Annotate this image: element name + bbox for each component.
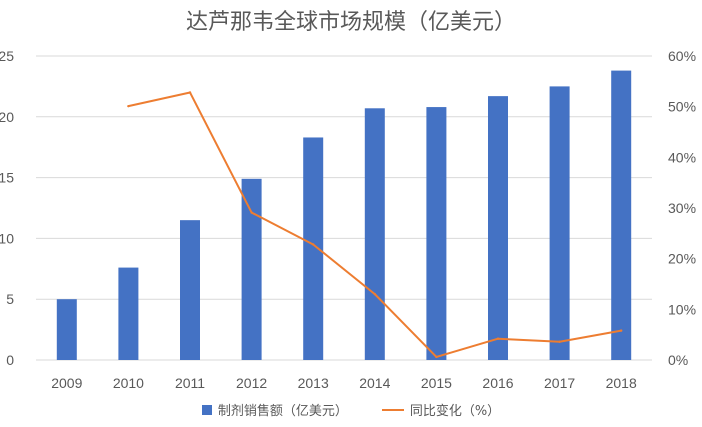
x-tick-label: 2009 [51,375,82,391]
line-point [127,104,130,108]
y-right-tick-label: 10% [668,301,696,317]
x-tick-label: 2016 [482,375,513,391]
y-left-tick-label: 10 [0,230,14,246]
line-point [435,355,438,359]
line-point [620,329,623,332]
bar [611,70,632,360]
bar [549,86,570,361]
bar [241,178,262,360]
bar [426,107,447,361]
y-right-tick-label: 20% [668,251,696,267]
y-right-tick-label: 50% [668,99,696,115]
legend-bar-label: 制剂销售额（亿美元） [217,404,348,419]
x-tick-label: 2012 [236,375,267,391]
x-tick-label: 2018 [606,375,637,391]
bar [364,108,385,361]
bar [303,137,324,360]
y-left-tick-label: 20 [0,109,14,125]
line-point [250,211,253,214]
y-right-tick-label: 40% [668,149,696,165]
y-left-tick-label: 25 [0,48,14,64]
y-right-tick-label: 0% [668,352,688,368]
y-left-tick-label: 5 [6,291,14,307]
line-point [373,292,376,296]
legend: 制剂销售额（亿美元） 同比变化（%） [0,400,702,419]
y-right-tick-label: 30% [668,200,696,216]
chart-title: 达芦那韦全球市场规模（亿美元） [185,10,516,35]
x-tick-label: 2017 [544,375,575,391]
y-left-tick-label: 0 [6,352,14,368]
x-tick-label: 2011 [175,375,205,391]
line-point [188,91,192,94]
line-point [496,337,500,340]
bar [488,96,508,361]
x-tick-label: 2014 [359,375,390,391]
line-point [312,243,315,246]
x-tick-label: 2015 [421,375,452,391]
y-left-tick-label: 15 [0,170,14,186]
legend-item-bar: 制剂销售额（亿美元） [201,400,348,419]
bar [56,299,77,360]
legend-bar-swatch [201,404,212,415]
legend-line-swatch [381,408,404,411]
bar [180,220,200,360]
y-right-tick-label: 60% [668,48,696,64]
legend-item-line: 同比变化（%） [381,400,501,419]
legend-line-label: 同比变化（%） [409,404,501,419]
bar [118,267,139,360]
x-tick-label: 2010 [113,375,144,391]
line-point [558,340,561,343]
x-tick-label: 2013 [298,375,329,391]
